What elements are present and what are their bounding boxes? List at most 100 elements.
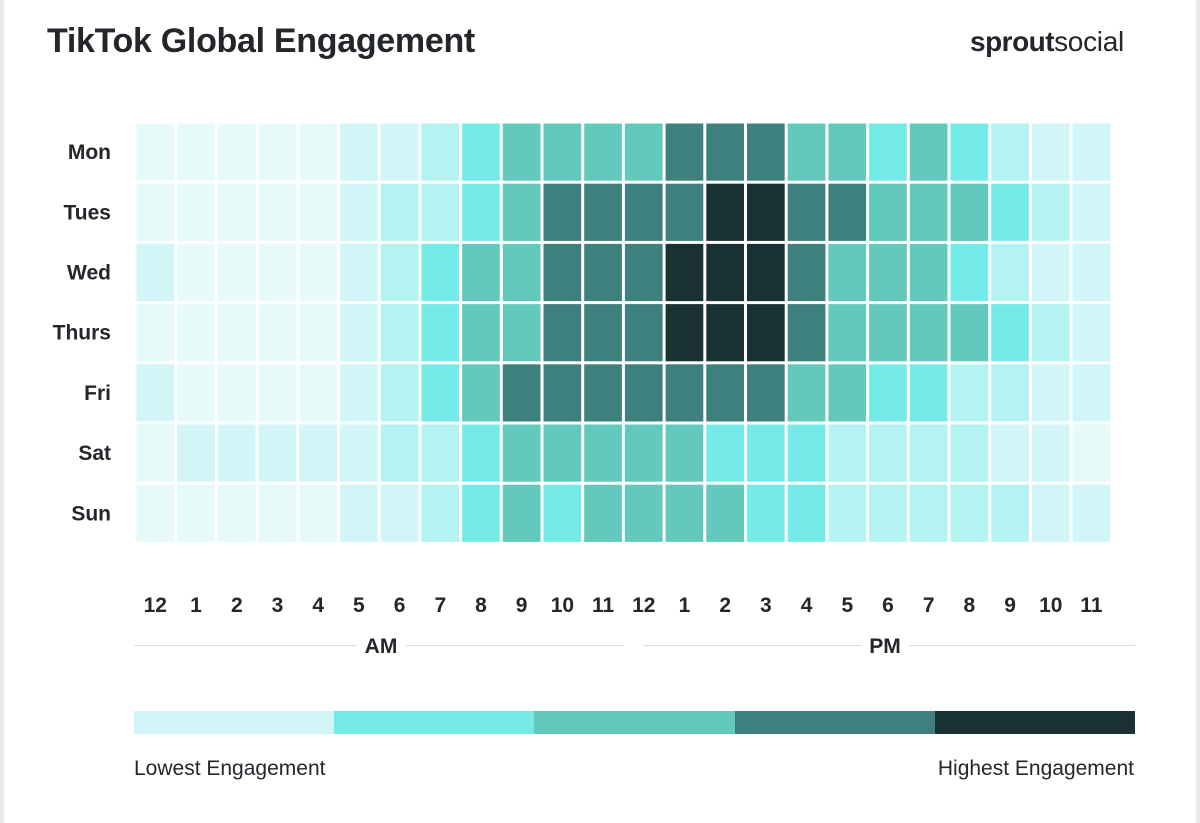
heatmap-cell-tues-8 — [462, 183, 500, 241]
legend-swatch-2 — [334, 711, 535, 734]
heatmap-cell-tues-19 — [909, 183, 948, 241]
heatmap-cell-wed-8 — [462, 243, 500, 302]
heatmap-cell-fri-11 — [584, 364, 622, 422]
heatmap-cell-fri-6 — [380, 364, 419, 422]
heatmap-cell-thurs-7 — [421, 304, 460, 362]
heatmap-cell-wed-13 — [665, 243, 704, 302]
heatmap-cell-fri-18 — [869, 364, 907, 422]
column-label-0: 12 — [144, 594, 167, 617]
heatmap-cell-thurs-0 — [136, 304, 175, 362]
heatmap-cell-fri-23 — [1072, 364, 1111, 422]
legend-swatch-5 — [934, 711, 1136, 734]
heatmap-cell-mon-16 — [787, 123, 826, 181]
column-label-5: 5 — [353, 594, 365, 617]
heatmap-cell-fri-1 — [177, 364, 215, 422]
heatmap-cell-thurs-11 — [584, 304, 622, 362]
heatmap-cell-tues-1 — [177, 183, 215, 241]
row-label-tues: Tues — [64, 201, 111, 224]
heatmap-cell-sat-15 — [747, 424, 785, 482]
legend-low-label: Lowest Engagement — [134, 757, 326, 780]
heatmap-cell-fri-9 — [502, 364, 541, 422]
heatmap-cell-mon-5 — [340, 123, 378, 181]
heatmap-cell-thurs-13 — [665, 304, 704, 362]
column-label-16: 4 — [801, 594, 813, 617]
heatmap-cell-sat-14 — [706, 424, 744, 482]
heatmap-cell-mon-11 — [584, 123, 622, 181]
heatmap-cell-wed-1 — [177, 243, 215, 302]
heatmap-cell-wed-11 — [584, 243, 622, 302]
heatmap-cell-sun-12 — [624, 484, 663, 542]
heatmap-cell-wed-4 — [299, 243, 337, 302]
heatmap-cell-sun-17 — [828, 484, 867, 542]
heatmap-cell-fri-0 — [136, 364, 175, 422]
heatmap-cell-fri-15 — [747, 364, 785, 422]
heatmap-cell-thurs-14 — [706, 304, 744, 362]
column-label-9: 9 — [516, 594, 528, 617]
heatmap-cell-wed-15 — [747, 243, 785, 302]
heatmap-cell-sat-4 — [299, 424, 337, 482]
column-label-6: 6 — [394, 594, 406, 617]
heatmap-cell-sat-2 — [217, 424, 256, 482]
heatmap-cell-tues-10 — [543, 183, 582, 241]
heatmap-cell-thurs-5 — [340, 304, 378, 362]
column-label-1: 1 — [190, 594, 202, 617]
heatmap-cell-sat-8 — [462, 424, 500, 482]
heatmap-cell-wed-23 — [1072, 243, 1111, 302]
heatmap-cell-fri-7 — [421, 364, 460, 422]
heatmap-cell-sun-13 — [665, 484, 704, 542]
heatmap-cell-mon-13 — [665, 123, 704, 181]
heatmap-cell-sat-9 — [502, 424, 541, 482]
heatmap-cell-tues-2 — [217, 183, 256, 241]
heatmap-cell-mon-23 — [1072, 123, 1111, 181]
heatmap-cell-sun-14 — [706, 484, 744, 542]
heatmap-cell-thurs-10 — [543, 304, 582, 362]
heatmap-cell-fri-2 — [217, 364, 256, 422]
column-label-10: 10 — [551, 594, 574, 617]
heatmap-cell-sat-22 — [1031, 424, 1070, 482]
heatmap-cell-sat-10 — [543, 424, 582, 482]
heatmap-cell-sat-21 — [991, 424, 1029, 482]
heatmap-cell-fri-20 — [950, 364, 989, 422]
column-label-11: 11 — [592, 594, 615, 617]
heatmap-cell-thurs-17 — [828, 304, 867, 362]
heatmap-cell-mon-22 — [1031, 123, 1070, 181]
heatmap-cell-fri-17 — [828, 364, 867, 422]
heatmap-cell-tues-13 — [665, 183, 704, 241]
heatmap-cell-mon-7 — [421, 123, 460, 181]
column-label-8: 8 — [475, 594, 487, 617]
column-label-13: 1 — [679, 594, 691, 617]
legend-color-scale — [134, 711, 1136, 734]
am-label: AM — [356, 635, 406, 659]
heatmap-cell-wed-17 — [828, 243, 867, 302]
heatmap-cell-sun-4 — [299, 484, 337, 542]
heatmap-cell-sun-16 — [787, 484, 826, 542]
heatmap-cell-sun-5 — [340, 484, 378, 542]
heatmap-cell-sat-5 — [340, 424, 378, 482]
heatmap-cell-mon-15 — [747, 123, 785, 181]
pm-label: PM — [861, 635, 909, 659]
legend-swatch-4 — [734, 711, 935, 734]
heatmap-cell-thurs-9 — [502, 304, 541, 362]
heatmap-cell-sun-6 — [380, 484, 419, 542]
heatmap-cell-sun-9 — [502, 484, 541, 542]
heatmap-cell-thurs-4 — [299, 304, 337, 362]
heatmap-cell-mon-14 — [706, 123, 744, 181]
column-label-18: 6 — [882, 594, 894, 617]
column-label-2: 2 — [231, 594, 243, 617]
heatmap-cell-sun-22 — [1031, 484, 1070, 542]
heatmap-cell-sat-12 — [624, 424, 663, 482]
heatmap-cell-fri-21 — [991, 364, 1029, 422]
heatmap-cell-sun-7 — [421, 484, 460, 542]
heatmap-cell-sat-23 — [1072, 424, 1111, 482]
column-label-22: 10 — [1039, 594, 1062, 617]
heatmap-cell-mon-18 — [869, 123, 907, 181]
heatmap-cell-sat-3 — [258, 424, 297, 482]
heatmap-cell-tues-4 — [299, 183, 337, 241]
heatmap-cell-fri-12 — [624, 364, 663, 422]
heatmap-cell-sun-21 — [991, 484, 1029, 542]
heatmap-cell-thurs-3 — [258, 304, 297, 362]
heatmap-cell-mon-20 — [950, 123, 989, 181]
heatmap-cell-fri-8 — [462, 364, 500, 422]
heatmap-cell-tues-11 — [584, 183, 622, 241]
